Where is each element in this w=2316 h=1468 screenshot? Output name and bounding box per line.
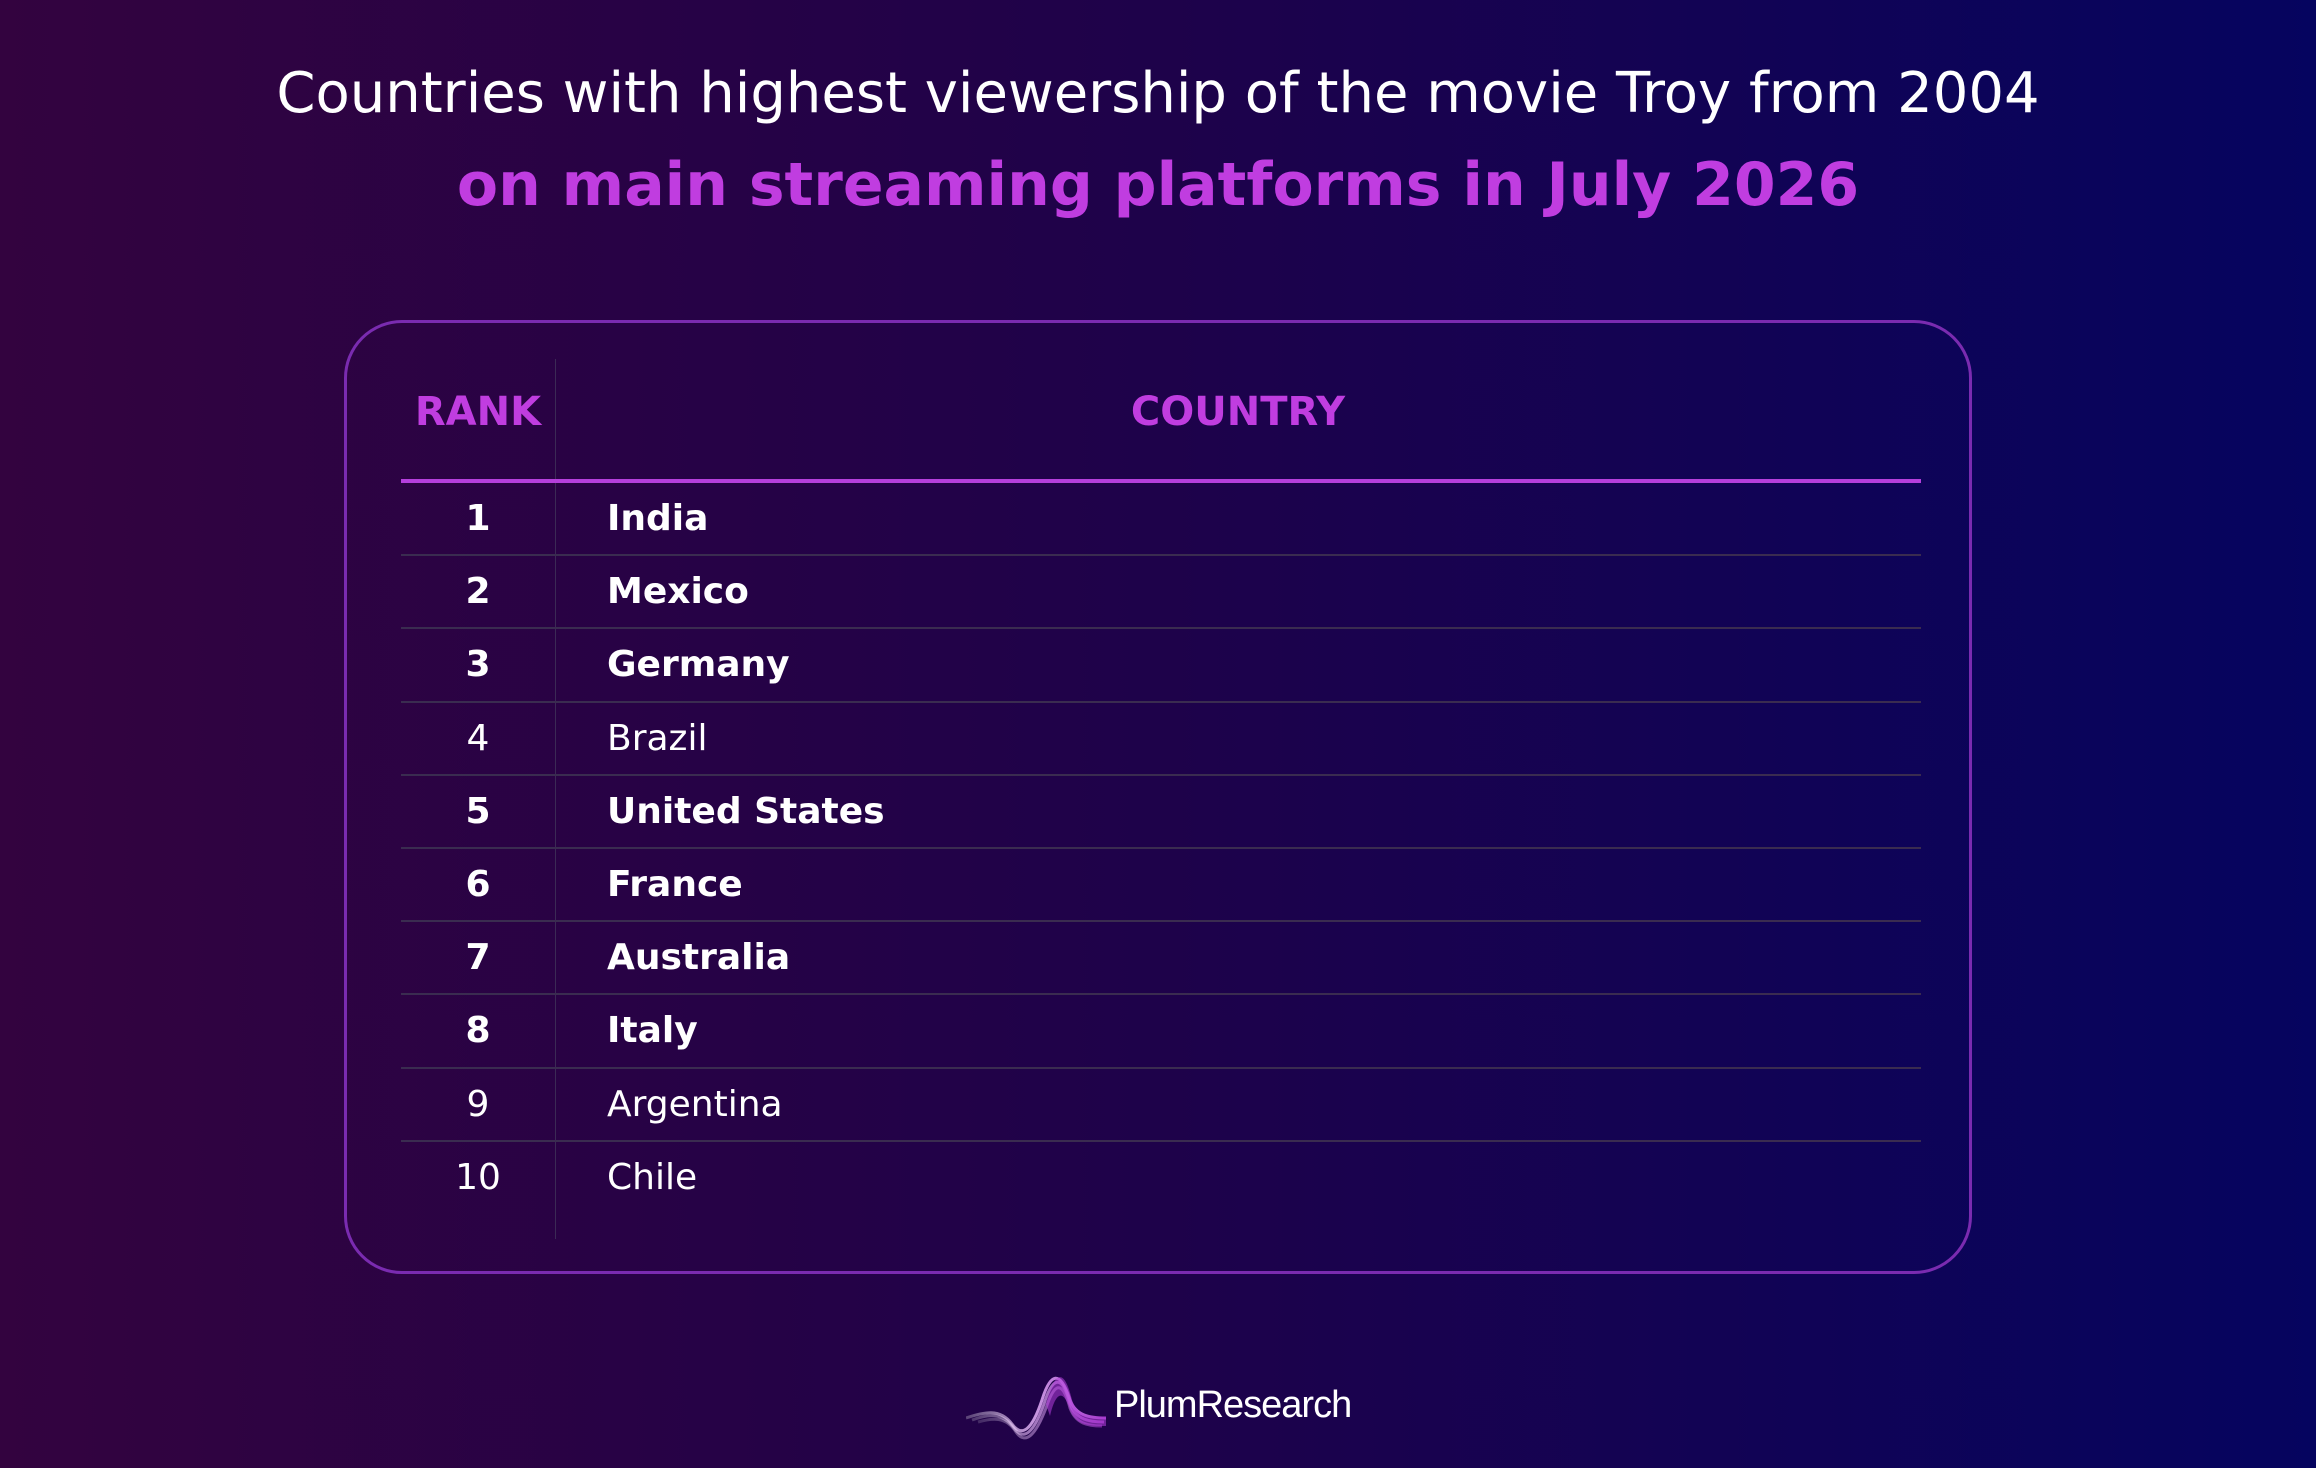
page-subtitle: on main streaming platforms in July 2026 (456, 150, 1860, 220)
ranking-table: RANK COUNTRY 1 India 2 Mexico 3 Germany … (344, 320, 1972, 1274)
table-header: RANK COUNTRY (401, 359, 1921, 483)
country-column-header: COUNTRY (1130, 389, 1346, 435)
country-cell: Argentina (607, 1083, 783, 1125)
table-row: 5 United States (401, 776, 1921, 849)
table-body: 1 India 2 Mexico 3 Germany 4 Brazil 5 Un… (401, 483, 1921, 1215)
table-row: 1 India (401, 483, 1921, 557)
table-row: 8 Italy (401, 995, 1921, 1069)
table-row: 9 Argentina (401, 1069, 1921, 1142)
country-cell: Chile (607, 1156, 698, 1198)
country-cell: Germany (607, 644, 790, 686)
rank-cell: 8 (465, 1010, 491, 1052)
brand-name: PlumResearch (1114, 1384, 1352, 1426)
rank-cell: 7 (465, 937, 491, 979)
rank-cell: 3 (465, 644, 491, 686)
rank-cell: 4 (466, 717, 490, 759)
table-row: 2 Mexico (401, 556, 1921, 630)
rank-cell: 6 (465, 863, 491, 905)
country-cell: Brazil (607, 717, 708, 759)
rank-cell: 9 (466, 1083, 490, 1125)
rank-cell: 2 (465, 571, 491, 613)
brand-logo: PlumResearch (966, 1360, 1366, 1450)
country-cell: India (607, 498, 709, 539)
rank-column-header: RANK (414, 389, 542, 435)
rank-cell: 1 (465, 498, 491, 539)
country-cell: United States (607, 790, 885, 832)
wave-peak-icon (966, 1376, 1106, 1440)
page-title: Countries with highest viewership of the… (276, 61, 2040, 126)
table-row: 7 Australia (401, 922, 1921, 996)
rank-cell: 10 (455, 1156, 501, 1198)
table-row: 6 France (401, 849, 1921, 923)
country-cell: Italy (607, 1010, 698, 1052)
table-row: 4 Brazil (401, 703, 1921, 776)
rank-cell: 5 (465, 790, 491, 832)
country-cell: Mexico (607, 571, 749, 613)
table-row: 10 Chile (401, 1142, 1921, 1215)
country-cell: France (607, 863, 743, 905)
table-row: 3 Germany (401, 629, 1921, 703)
column-divider (555, 359, 556, 1239)
country-cell: Australia (607, 937, 791, 979)
